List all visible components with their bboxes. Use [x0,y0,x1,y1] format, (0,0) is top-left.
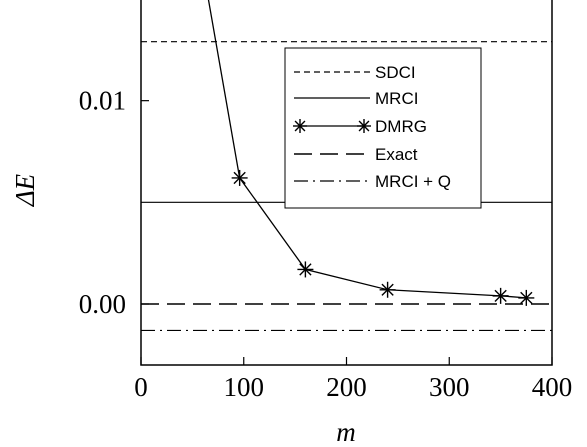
legend-label-mrci-q: MRCI + Q [375,172,451,191]
legend-marker-dmrg [293,119,307,133]
x-axis-label: m [336,417,356,447]
legend-label-sdci: SDCI [375,63,416,82]
x-tick-label: 400 [532,372,573,402]
y-tick-label: 0.01 [79,86,126,116]
legend-box [284,47,482,209]
dmrg-point [297,261,314,278]
legend-item-dmrg: DMRG [293,117,427,136]
legend-item-sdci: SDCI [294,63,416,82]
x-tick-label: 100 [224,372,265,402]
legend-item-mrci: MRCI [294,89,418,108]
legend-marker-dmrg [357,119,371,133]
legend-item-exact: Exact [294,145,418,164]
dmrg-point [379,281,396,298]
x-tick-label: 0 [134,372,148,402]
dmrg-point [231,169,248,186]
dmrg-point [518,289,535,306]
y-tick-label: 0.00 [79,289,126,319]
legend-label-mrci: MRCI [375,89,418,108]
legend-label-dmrg: DMRG [375,117,427,136]
dmrg-point [492,287,509,304]
x-tick-label: 200 [326,372,367,402]
x-tick-label: 300 [429,372,470,402]
legend-label-exact: Exact [375,145,418,164]
y-axis-label: ΔE [10,173,40,207]
legend-item-mrci-q: MRCI + Q [294,172,451,191]
